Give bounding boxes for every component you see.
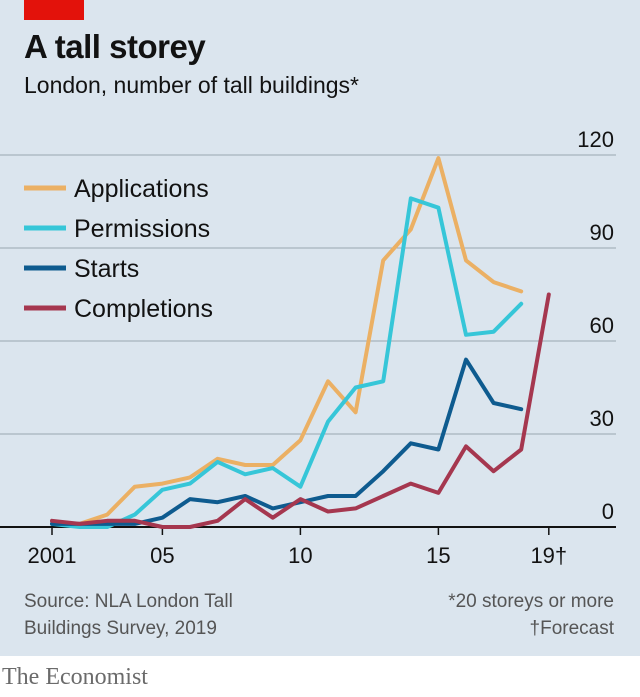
x-tick-label: 19† (530, 543, 567, 568)
series-lines (50, 156, 551, 529)
y-axis-ticks: 0 30 60 90 120 (577, 127, 614, 524)
y-tick-label: 30 (590, 406, 614, 431)
source-line-1: Source: NLA London Tall (24, 591, 233, 612)
x-tick-label: 15 (426, 543, 450, 568)
source-line-2: Buildings Survey, 2019 (24, 618, 217, 639)
chart-subtitle: London, number of tall buildings* (24, 72, 360, 98)
brand-wordmark: The Economist (2, 664, 148, 690)
legend-label-completions: Completions (74, 295, 213, 323)
legend: Applications Permissions Starts Completions (24, 175, 213, 323)
x-tick-label: 05 (150, 543, 174, 568)
y-tick-label: 0 (602, 499, 614, 524)
series-line-applications (50, 156, 524, 526)
footnote-forecast: †Forecast (529, 618, 614, 639)
x-tick-label: 2001 (28, 543, 77, 568)
y-tick-label: 90 (590, 220, 614, 245)
legend-label-permissions: Permissions (74, 215, 210, 243)
series-line-completions (50, 292, 551, 529)
legend-label-applications: Applications (74, 175, 209, 203)
chart-panel (0, 0, 640, 656)
y-tick-label: 60 (590, 313, 614, 338)
brand-red-tag (24, 0, 84, 20)
footnotes: *20 storeys or more †Forecast (448, 588, 614, 642)
series-line-permissions (50, 196, 524, 529)
chart-title: A tall storey (24, 28, 206, 65)
source-note: Source: NLA London Tall Buildings Survey… (24, 588, 233, 642)
x-tick-label: 10 (288, 543, 312, 568)
y-tick-label: 120 (577, 127, 614, 152)
footnote-definition: *20 storeys or more (448, 591, 614, 612)
line-chart: 0 30 60 90 120 2001 05 10 15 19† Applications Per… (0, 127, 616, 568)
series-line-starts (50, 357, 524, 526)
legend-label-starts: Starts (74, 255, 139, 283)
x-axis-ticks: 2001 05 10 15 19† (28, 527, 567, 568)
